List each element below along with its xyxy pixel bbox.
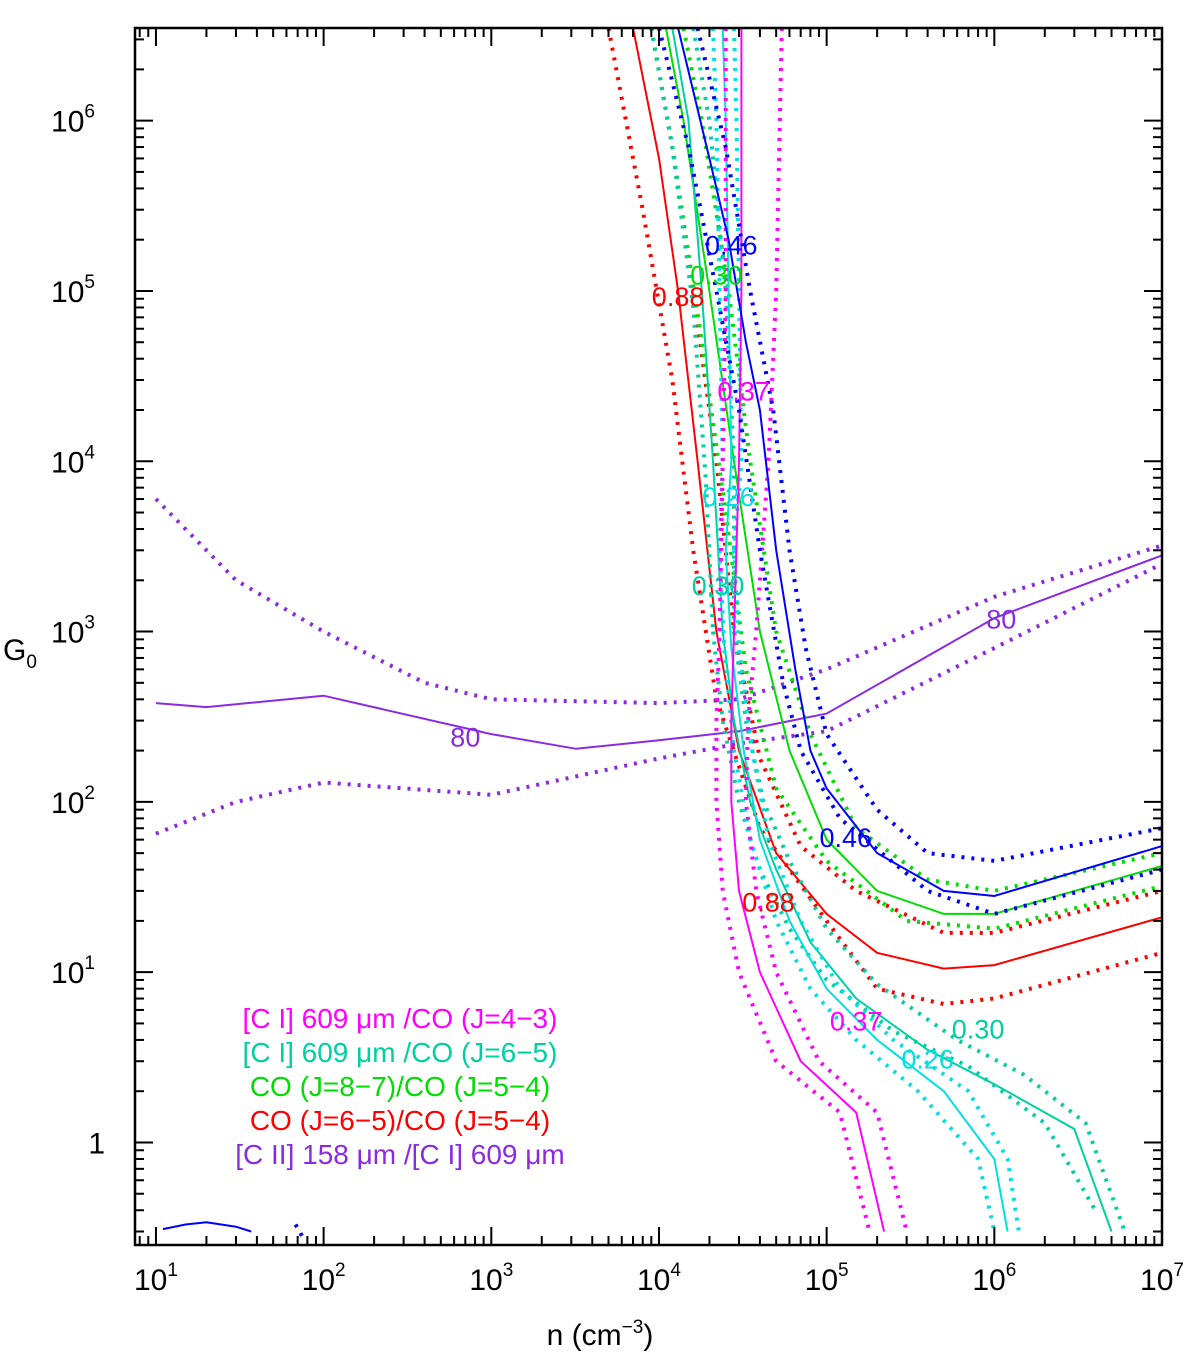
y-tick-label: 102 xyxy=(51,783,95,820)
contour-bound-cii-ci-1 xyxy=(154,497,1162,706)
contour-bound-ci-co65-b-1 xyxy=(649,28,715,632)
contour-bound-ci-co65-1 xyxy=(711,631,1098,1212)
contour-label-cyan-026-top: 0.26 xyxy=(702,482,755,512)
legend-item-ci-co43: [C I] 609 μm /CO (J=4−3) xyxy=(243,1003,558,1034)
x-tick-label: 101 xyxy=(134,1260,178,1297)
x-tick-label: 104 xyxy=(637,1260,681,1297)
contour-bound-cyan-026-top-2 xyxy=(732,28,744,551)
contour-bound-co65-co54-1 xyxy=(606,28,1162,1007)
contour-bound-blue-046-low-1 xyxy=(293,1223,306,1241)
y-tick-label: 103 xyxy=(51,613,95,650)
contour-label-co65-co54: 0.88 xyxy=(742,888,795,918)
contour-label-ci-co65: 0.30 xyxy=(692,571,745,601)
x-tick-label: 106 xyxy=(972,1260,1016,1297)
plot-frame xyxy=(133,26,1164,1247)
series-cyan-026 xyxy=(717,550,1021,1232)
y-tick-label: 101 xyxy=(51,953,95,990)
contour-label-cii-ci: 80 xyxy=(450,722,480,752)
series-ci-co43 xyxy=(714,28,909,1232)
contour-bound-ci-co65-b-2 xyxy=(691,28,736,632)
y-tick-label: 1 xyxy=(88,1127,105,1160)
contour-line-co87-co54 xyxy=(664,28,1162,915)
axes xyxy=(133,26,1164,1247)
legend-item-co87-co54: CO (J=8−7)/CO (J=5−4) xyxy=(250,1071,550,1102)
contour-bound-co87-co54-2 xyxy=(681,28,1162,893)
contour-label-ci-co43: 0.37 xyxy=(717,377,770,407)
series-co65-co54 xyxy=(606,28,1162,1007)
x-tick-label: 102 xyxy=(302,1260,346,1297)
series-co87-co54 xyxy=(649,28,1162,931)
contour-line-ci-co65-b xyxy=(671,28,724,632)
legend-item-cii-ci: [C II] 158 μm /[C I] 609 μm xyxy=(235,1139,564,1170)
y-tick-label: 104 xyxy=(51,442,95,479)
contour-layer xyxy=(154,28,1162,1241)
tick-layer: 101 102 103 104 105 106 107 1 101 102 103 104 105 106 xyxy=(51,28,1184,1297)
contour-line-blue-046-low xyxy=(162,1221,252,1233)
series-blue-046-low xyxy=(162,1221,306,1241)
contour-label-blue-046: 0.46 xyxy=(705,231,758,261)
x-tick-label: 103 xyxy=(469,1260,513,1297)
x-axis-title: n (cm−3) xyxy=(547,1317,654,1352)
contour-label-ci-co43: 0.37 xyxy=(830,1007,883,1037)
y-tick-label: 106 xyxy=(51,102,95,139)
contour-line-co65-co54 xyxy=(632,28,1162,970)
contour-label-cii-ci: 80 xyxy=(986,604,1016,634)
y-axis-title: G0 xyxy=(3,634,37,673)
contour-bound-blue-046-2 xyxy=(695,28,1162,863)
contour-line-ci-co65 xyxy=(721,631,1113,1232)
legend: [C I] 609 μm /CO (J=4−3)[C I] 609 μm /CO… xyxy=(235,1003,564,1170)
contour-label-blue-046: 0.46 xyxy=(819,823,872,853)
contour-label-cyan-026: 0.26 xyxy=(901,1044,954,1074)
contour-bound-co65-co54-2 xyxy=(649,28,1162,935)
contour-label-co87-co54: 0.30 xyxy=(690,261,743,291)
contour-bound-blue-046-1 xyxy=(657,28,1162,916)
y-tick-label: 105 xyxy=(51,272,95,309)
contour-bound-cyan-026-2 xyxy=(732,550,1021,1232)
contour-line-blue-046 xyxy=(677,28,1162,898)
contour-line-cii-ci xyxy=(155,554,1162,750)
contour-bound-ci-co43-2 xyxy=(743,28,909,1232)
contour-label-co65-co54: 0.88 xyxy=(652,282,705,312)
contour-bound-co87-co54-1 xyxy=(649,28,1162,931)
contour-bound-cyan-026-top-1 xyxy=(711,28,725,551)
x-tick-label: 107 xyxy=(1140,1260,1184,1297)
contour-label-layer: 80800.880.880.300.460.460.300.300.260.26… xyxy=(450,231,1016,1075)
series-ci-co65 xyxy=(711,631,1127,1233)
series-ci-co65-b xyxy=(649,28,736,632)
contour-label-ci-co65: 0.30 xyxy=(952,1014,1005,1044)
contour-line-cyan-026 xyxy=(724,550,1009,1232)
contour-bound-ci-co65-2 xyxy=(732,631,1127,1233)
contour-bound-cii-ci-2 xyxy=(155,562,1162,836)
x-tick-label: 105 xyxy=(805,1260,849,1297)
series-cii-ci xyxy=(154,497,1162,836)
legend-item-co65-co54: CO (J=6−5)/CO (J=5−4) xyxy=(250,1105,550,1136)
series-blue-046 xyxy=(657,28,1162,916)
legend-item-ci-co65: [C I] 609 μm /CO (J=6−5) xyxy=(243,1037,558,1068)
contour-line-ci-co43 xyxy=(730,28,886,1232)
